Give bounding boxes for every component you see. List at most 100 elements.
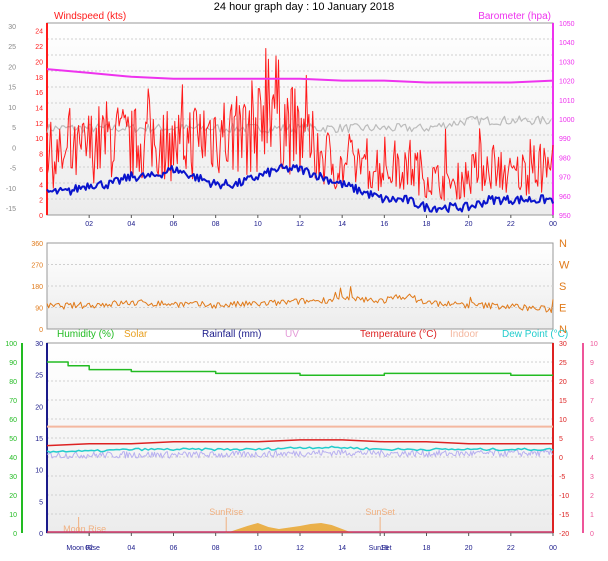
wind-left-tick-label: 14 xyxy=(35,105,43,112)
temp-legend-label: Solar xyxy=(124,329,148,340)
temp-x-tick-label: 20 xyxy=(465,545,473,552)
temp-x-tick-label: 04 xyxy=(127,545,135,552)
wind-left-tick-label: 8 xyxy=(39,152,43,159)
wind-outer-left-tick-label: 10 xyxy=(8,105,16,112)
temp-x-tick-label: 06 xyxy=(170,545,178,552)
wind-chart-x-tick-label: 10 xyxy=(254,221,262,228)
direction-left-tick-label: 180 xyxy=(31,284,43,291)
wind-chart-x-tick-label: 06 xyxy=(170,221,178,228)
temperature-tick-label: 5 xyxy=(559,436,563,443)
wind-outer-left-tick-label: 25 xyxy=(8,44,16,51)
wind-right-tick-label: 960 xyxy=(559,194,571,201)
wind-chart-x-tick-label: 22 xyxy=(507,221,515,228)
humidity-tick-label: 0 xyxy=(13,531,17,538)
wind-left-tick-label: 20 xyxy=(35,59,43,66)
humidity-tick-label: 30 xyxy=(9,474,17,481)
direction-right-tick-label: S xyxy=(559,281,566,293)
direction-left-tick-label: 270 xyxy=(31,263,43,270)
wind-outer-left-tick-label: -5 xyxy=(10,166,16,173)
humidity-tick-label: 70 xyxy=(9,398,17,405)
rainfall-tick-label: 15 xyxy=(35,436,43,443)
humidity-tick-label: 60 xyxy=(9,417,17,424)
rainfall-tick-label: 20 xyxy=(35,404,43,411)
uv-line xyxy=(46,448,554,459)
direction-right-tick-label: N xyxy=(559,238,567,250)
wind-outer-left-tick-label: -15 xyxy=(6,206,16,213)
dew-point-line xyxy=(46,445,554,454)
temperature-tick-label: -10 xyxy=(559,493,569,500)
temperature-tick-label: -20 xyxy=(559,531,569,538)
wind-chart-x-tick-label: 08 xyxy=(212,221,220,228)
uv-tick-label: 0 xyxy=(590,531,594,538)
wind-right-tick-label: 1010 xyxy=(559,98,575,105)
wind-left-tick-label: 2 xyxy=(39,198,43,205)
wind-right-tick-label: 1000 xyxy=(559,117,575,124)
temp-legend-label: Rainfall (mm) xyxy=(202,329,261,340)
barometer-line xyxy=(46,68,554,84)
temperature-tick-label: -15 xyxy=(559,512,569,519)
humidity-tick-label: 90 xyxy=(9,360,17,367)
temp-x-tick-label: Moon Rise xyxy=(66,545,100,552)
wind-right-tick-label: 1030 xyxy=(559,59,575,66)
direction-right-tick-label: W xyxy=(559,260,570,272)
direction-right-tick-label: N xyxy=(559,324,567,336)
direction-left-tick-label: 360 xyxy=(31,241,43,248)
temperature-tick-label: -5 xyxy=(559,474,565,481)
annotation-label: SunSet xyxy=(365,507,395,517)
temp-legend-label: Humidity (%) xyxy=(57,329,114,340)
annotation-label: Moon Rise xyxy=(63,524,106,534)
rainfall-tick-label: 25 xyxy=(35,373,43,380)
uv-tick-label: 3 xyxy=(590,474,594,481)
uv-tick-label: 4 xyxy=(590,455,594,462)
wind-chart-x-tick-label: 14 xyxy=(338,221,346,228)
wind-left-tick-label: 6 xyxy=(39,167,43,174)
rainfall-tick-label: 0 xyxy=(39,531,43,538)
wind-right-tick-label: 950 xyxy=(559,213,571,220)
wind-outer-left-tick-label: 0 xyxy=(12,145,16,152)
wind-right-tick-label: 1040 xyxy=(559,40,575,47)
temp-x-tick-label: SunSet xyxy=(369,545,392,552)
uv-tick-label: 6 xyxy=(590,417,594,424)
temp-x-tick-label: 18 xyxy=(423,545,431,552)
temp-x-tick-label: 22 xyxy=(507,545,515,552)
wind-chart-x-tick-label: 20 xyxy=(465,221,473,228)
wind-left-tick-label: 24 xyxy=(35,29,43,36)
solar-area xyxy=(226,523,353,533)
wind-left-tick-label: 18 xyxy=(35,75,43,82)
wind-outer-left-tick-label: 5 xyxy=(12,125,16,132)
windspeed-line xyxy=(46,48,554,201)
gust-average-line xyxy=(46,163,554,213)
page-title: 24 hour graph day : 10 January 2018 xyxy=(213,1,395,13)
wind-left-tick-label: 12 xyxy=(35,121,43,128)
humidity-tick-label: 20 xyxy=(9,493,17,500)
uv-tick-label: 9 xyxy=(590,360,594,367)
wind-left-tick-label: 10 xyxy=(35,136,43,143)
wind-right-tick-label: 1020 xyxy=(559,79,575,86)
wind-right-tick-label: 1050 xyxy=(559,21,575,28)
wind-left-axis-label: Windspeed (kts) xyxy=(54,11,126,22)
temp-x-tick-label: 08 xyxy=(212,545,220,552)
wind-left-tick-label: 0 xyxy=(39,213,43,220)
wind-left-tick-label: 22 xyxy=(35,44,43,51)
temp-x-tick-label: 16 xyxy=(380,545,388,552)
humidity-line xyxy=(47,361,553,377)
temp-x-tick-label: 02 xyxy=(85,545,93,552)
uv-tick-label: 10 xyxy=(590,341,598,348)
temperature-tick-label: 20 xyxy=(559,379,567,386)
uv-tick-label: 8 xyxy=(590,379,594,386)
wind-right-tick-label: 990 xyxy=(559,136,571,143)
temperature-tick-label: 30 xyxy=(559,341,567,348)
humidity-tick-label: 50 xyxy=(9,436,17,443)
wind-outer-left-tick-label: 30 xyxy=(8,24,16,31)
wind-chart-x-tick-label: 00 xyxy=(549,221,557,228)
direction-left-tick-label: 90 xyxy=(35,306,43,313)
temp-x-tick-label: 10 xyxy=(254,545,262,552)
temp-legend-label: Indoor xyxy=(450,329,479,340)
temperature-tick-label: 25 xyxy=(559,360,567,367)
temp-x-tick-label: 00 xyxy=(549,545,557,552)
temp-legend-label: Dew Point (°C) xyxy=(502,329,568,340)
rainfall-tick-label: 5 xyxy=(39,499,43,506)
temp-x-tick-label: 12 xyxy=(296,545,304,552)
wind-right-axis-label: Barometer (hpa) xyxy=(478,11,551,22)
wind-chart-x-tick-label: 04 xyxy=(127,221,135,228)
